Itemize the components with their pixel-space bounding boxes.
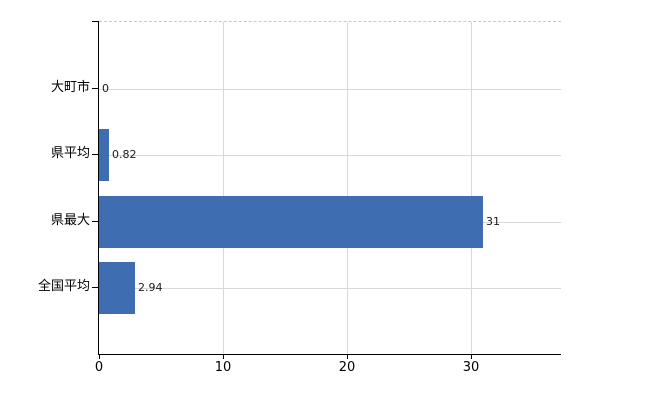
bar xyxy=(99,262,135,314)
x-tick-label: 0 xyxy=(94,360,104,375)
y-axis-tick xyxy=(92,154,98,155)
h-gridline xyxy=(99,89,561,90)
category-label: 県平均 xyxy=(50,146,90,161)
x-tick-label: 20 xyxy=(338,360,356,375)
x-axis-tick xyxy=(471,355,472,359)
bar-value-label: 0 xyxy=(102,82,109,95)
x-tick-label: 10 xyxy=(214,360,232,375)
y-axis-tick xyxy=(92,287,98,288)
v-gridline xyxy=(223,22,224,355)
bar xyxy=(99,129,109,181)
x-axis-line xyxy=(98,354,561,355)
v-gridline xyxy=(347,22,348,355)
x-axis-tick xyxy=(99,355,100,359)
y-axis-end-tick xyxy=(92,21,98,22)
bar xyxy=(99,196,483,248)
v-gridline xyxy=(471,22,472,355)
category-label: 大町市 xyxy=(50,80,90,95)
category-label: 県最大 xyxy=(50,213,90,228)
category-label: 全国平均 xyxy=(37,279,90,294)
bar-value-label: 2.94 xyxy=(138,281,163,294)
h-gridline xyxy=(99,288,561,289)
x-tick-label: 30 xyxy=(462,360,480,375)
h-gridline xyxy=(99,155,561,156)
x-axis-tick xyxy=(347,355,348,359)
y-axis-tick xyxy=(92,88,98,89)
x-axis-tick xyxy=(223,355,224,359)
plot-area: 0 0.82 31 2.94 xyxy=(99,21,561,355)
bar-value-label: 31 xyxy=(486,215,500,228)
y-axis-tick xyxy=(92,221,98,222)
bar-value-label: 0.82 xyxy=(112,148,137,161)
y-axis-line xyxy=(98,21,99,355)
